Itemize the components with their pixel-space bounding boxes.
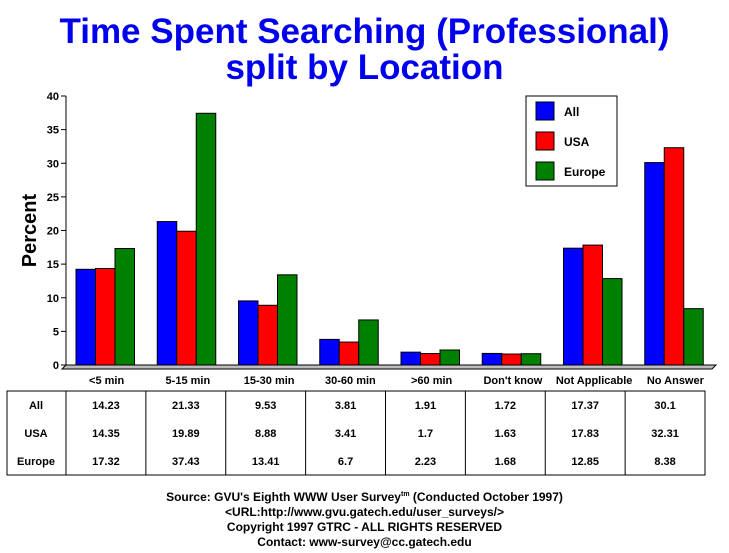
table-cell: 3.81 bbox=[335, 400, 356, 412]
bar-usa-5 bbox=[501, 353, 522, 366]
bar-europe-0 bbox=[114, 248, 135, 366]
bar-usa-2 bbox=[257, 304, 278, 366]
table-cell: 1.7 bbox=[418, 428, 433, 440]
chart-title: Time Spent Searching (Professional) spli… bbox=[0, 14, 729, 86]
table-cell: 17.83 bbox=[571, 428, 599, 440]
y-tick-label: 5 bbox=[53, 326, 59, 338]
table-cell: 14.23 bbox=[92, 400, 120, 412]
table-cell: 17.37 bbox=[571, 400, 599, 412]
bar-usa-1 bbox=[176, 230, 197, 366]
table-cell: 30.1 bbox=[654, 400, 675, 412]
chart-title-line-2: split by Location bbox=[225, 48, 504, 87]
table-row-header: Europe bbox=[17, 456, 55, 468]
legend-swatch-all bbox=[535, 101, 555, 121]
bar-all-1 bbox=[156, 221, 178, 366]
bar-all-4 bbox=[400, 351, 421, 366]
legend-label-usa: USA bbox=[564, 135, 590, 149]
plot-floor bbox=[60, 364, 718, 370]
contact: Contact: www-survey@cc.gatech.edu bbox=[257, 535, 472, 549]
x-tick-label: >60 min bbox=[411, 375, 453, 387]
bar-europe-3 bbox=[358, 319, 379, 366]
x-tick-label: No Answer bbox=[647, 375, 705, 387]
source-url: <URL:http://www.gvu.gatech.edu/user_surv… bbox=[225, 505, 504, 519]
bar-usa-0 bbox=[95, 267, 116, 366]
x-tick-label: 15-30 min bbox=[244, 375, 295, 387]
legend-swatch-usa bbox=[535, 131, 555, 151]
source-line-1: Source: GVU's Eighth WWW User Surveytm (… bbox=[0, 487, 729, 505]
table-cell: 3.41 bbox=[335, 428, 356, 440]
bar-europe-2 bbox=[277, 274, 298, 366]
bar-all-7 bbox=[644, 162, 665, 366]
x-tick-label: Not Applicable bbox=[556, 375, 633, 387]
trademark-sup: tm bbox=[400, 491, 410, 498]
bar-usa-6 bbox=[582, 244, 603, 366]
bar-all-3 bbox=[319, 338, 340, 366]
x-tick-label: 30-60 min bbox=[325, 375, 376, 387]
table-cell: 12.85 bbox=[571, 456, 599, 468]
table-cell: 1.91 bbox=[415, 400, 436, 412]
table-cell: 1.68 bbox=[495, 456, 516, 468]
table-cell: 1.63 bbox=[495, 428, 516, 440]
table-cell: 17.32 bbox=[92, 456, 120, 468]
y-tick-label: 25 bbox=[47, 192, 59, 204]
y-tick-label: 15 bbox=[47, 259, 59, 271]
x-tick-label: Don't know bbox=[483, 375, 542, 387]
y-tick-label: 30 bbox=[47, 158, 59, 170]
bar-europe-1 bbox=[195, 112, 217, 366]
table-cell: 6.7 bbox=[338, 456, 353, 468]
table-cell: 9.53 bbox=[255, 400, 276, 412]
legend-swatch-europe bbox=[535, 161, 555, 181]
table-cell: 8.88 bbox=[255, 428, 276, 440]
y-tick-label: 35 bbox=[47, 125, 59, 137]
table-cell: 13.41 bbox=[252, 456, 280, 468]
table-row-header: All bbox=[29, 400, 43, 412]
table-cell: 37.43 bbox=[172, 456, 200, 468]
legend-label-all: All bbox=[564, 105, 579, 119]
table-cell: 19.89 bbox=[172, 428, 200, 440]
y-tick-label: 10 bbox=[47, 293, 59, 305]
table-cell: 2.23 bbox=[415, 456, 436, 468]
table-cell: 14.35 bbox=[92, 428, 120, 440]
bar-usa-4 bbox=[420, 353, 441, 366]
table-row-header: USA bbox=[24, 428, 47, 440]
table-cell: 8.38 bbox=[654, 456, 675, 468]
bar-usa-7 bbox=[663, 147, 685, 366]
bar-usa-3 bbox=[338, 341, 360, 366]
bar-all-0 bbox=[75, 268, 96, 366]
x-tick-label: 5-15 min bbox=[166, 375, 211, 387]
source-line-1-prefix: Source: GVU's Eighth WWW User Survey bbox=[166, 490, 401, 504]
chart-title-line-1: Time Spent Searching (Professional) bbox=[59, 12, 670, 51]
chart: 0 5 10 15 20 25 30 35 40 Percent <5 min 5-15 min 15-… bbox=[6, 91, 718, 476]
source-line-1-suffix: (Conducted October 1997) bbox=[409, 490, 563, 504]
bar-all-2 bbox=[238, 300, 259, 366]
y-tick-label: 40 bbox=[47, 91, 59, 103]
x-tick-label: <5 min bbox=[89, 375, 124, 387]
bar-europe-7 bbox=[683, 308, 704, 366]
table-cell: 1.72 bbox=[495, 400, 516, 412]
bar-all-5 bbox=[481, 352, 503, 366]
y-tick-label: 20 bbox=[47, 226, 59, 238]
table-cell: 32.31 bbox=[651, 428, 679, 440]
bar-europe-5 bbox=[520, 353, 542, 366]
legend-label-europe: Europe bbox=[564, 165, 606, 179]
y-axis-label: Percent bbox=[19, 193, 41, 267]
data-table-border bbox=[6, 390, 706, 476]
table-cell: 21.33 bbox=[172, 400, 200, 412]
y-tick-label: 0 bbox=[53, 360, 59, 372]
copyright: Copyright 1997 GTRC - ALL RIGHTS RESERVE… bbox=[226, 520, 503, 534]
bar-all-6 bbox=[563, 247, 584, 366]
source-notes: Source: GVU's Eighth WWW User Surveytm (… bbox=[0, 487, 729, 550]
bar-europe-4 bbox=[439, 349, 460, 366]
bar-europe-6 bbox=[602, 278, 623, 366]
